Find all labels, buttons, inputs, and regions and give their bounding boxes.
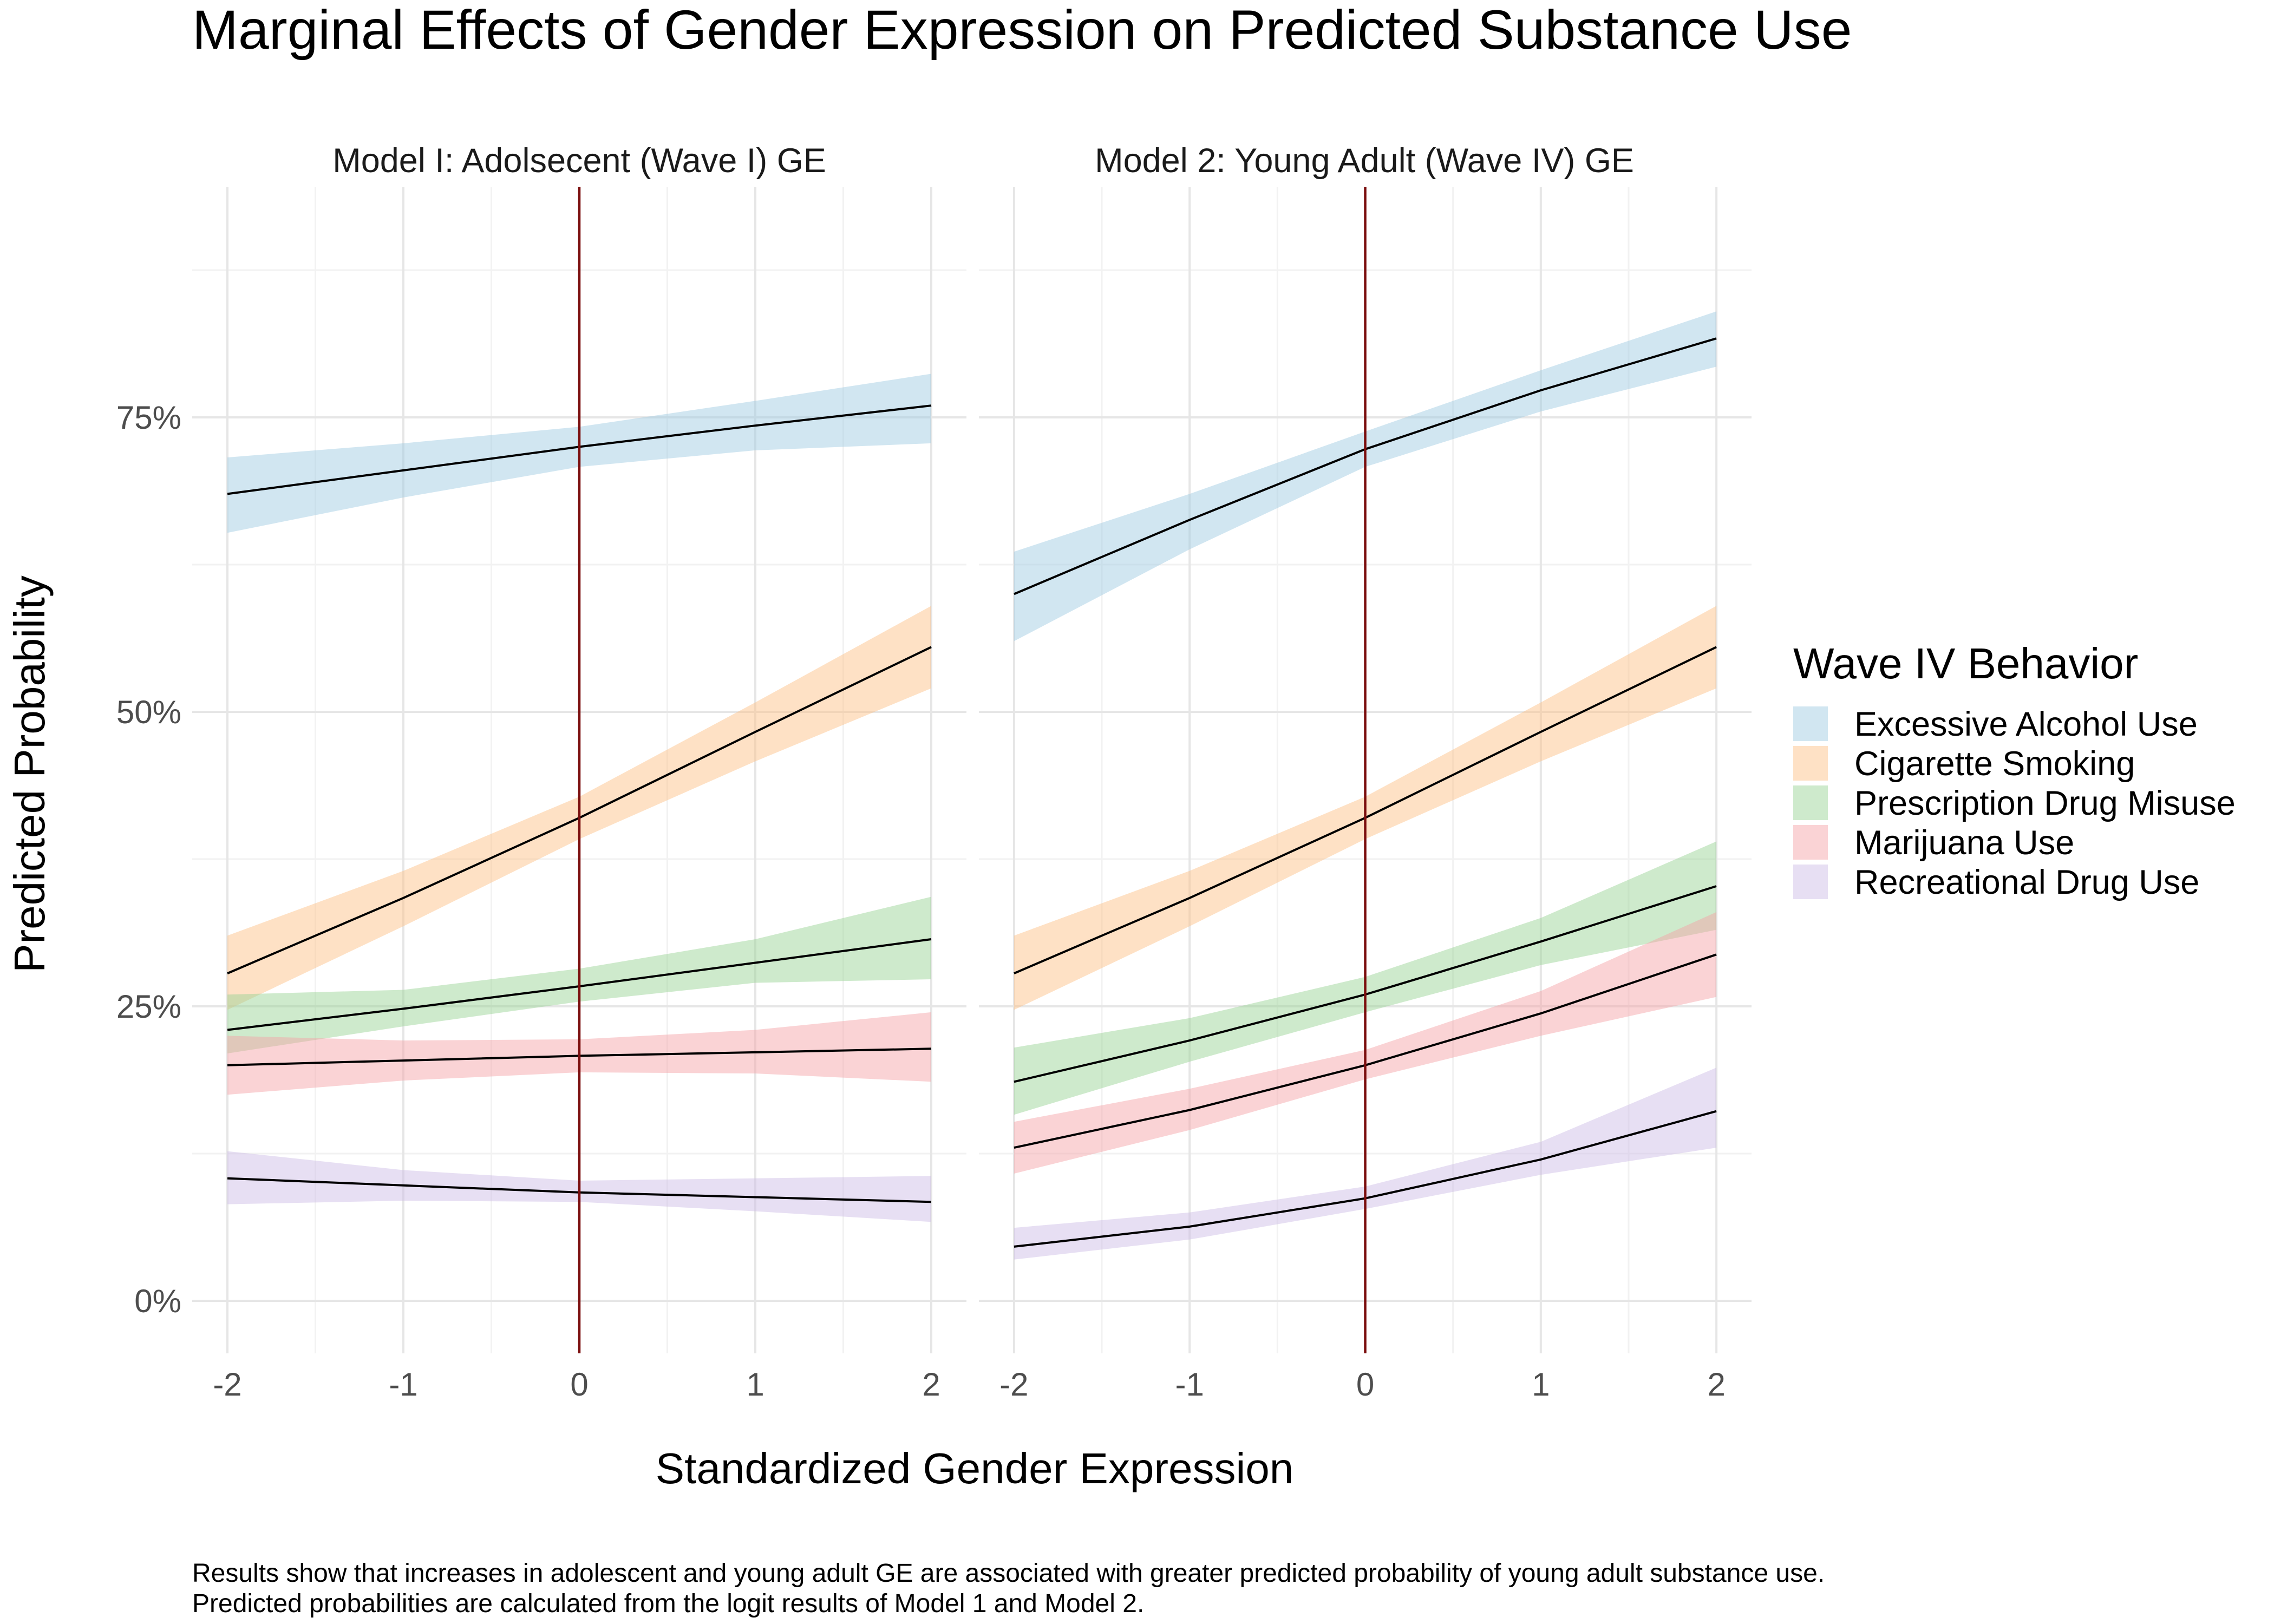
y-axis-title: Predicted Probability — [5, 575, 54, 973]
caption-line-1: Results show that increases in adolescen… — [192, 1559, 1825, 1588]
panel-strip-model-1: Model I: Adolsecent (Wave I) GE — [332, 142, 826, 180]
legend-label: Marijuana Use — [1854, 824, 2074, 862]
caption-line-2: Predicted probabilities are calculated f… — [192, 1589, 1144, 1618]
x-tick-label: -2 — [213, 1366, 241, 1403]
x-tick-label: 1 — [746, 1366, 764, 1403]
band-recreational-drug-use — [1014, 1068, 1717, 1260]
x-tick-label: -1 — [1175, 1366, 1204, 1403]
panel-model-2: Model 2: Young Adult (Wave IV) GE -2 -1 0 1… — [979, 142, 1752, 1403]
legend-title: Wave IV Behavior — [1793, 639, 2138, 687]
legend-swatch — [1793, 865, 1828, 899]
chart-title: Marginal Effects of Gender Expression on… — [192, 0, 1852, 61]
x-tick-label: -2 — [999, 1366, 1028, 1403]
panel-model-1-x-tick-labels: -2 -1 0 1 2 — [213, 1366, 940, 1403]
x-tick-label: 2 — [922, 1366, 940, 1403]
x-tick-label: 0 — [1356, 1366, 1374, 1403]
x-tick-label: 2 — [1707, 1366, 1725, 1403]
x-tick-label: -1 — [389, 1366, 417, 1403]
y-tick-label: 75% — [116, 400, 181, 436]
band-marijuana-use — [1014, 912, 1717, 1174]
legend-swatch — [1793, 785, 1828, 820]
y-tick-label: 0% — [134, 1283, 181, 1319]
legend-label: Recreational Drug Use — [1854, 863, 2199, 901]
panel-model-1: Model I: Adolsecent (Wave I) GE -2 -1 0 1 2 — [192, 142, 966, 1403]
x-tick-label: 1 — [1532, 1366, 1550, 1403]
legend-swatch — [1793, 825, 1828, 860]
x-tick-label: 0 — [570, 1366, 588, 1403]
y-tick-label: 50% — [116, 694, 181, 730]
legend-label: Cigarette Smoking — [1854, 745, 2135, 783]
legend-swatch — [1793, 746, 1828, 781]
legend: Wave IV Behavior Excessive Alcohol UseCi… — [1793, 639, 2236, 901]
y-axis-tick-labels: 0% 25% 50% 75% — [116, 400, 181, 1319]
panel-model-2-x-tick-labels: -2 -1 0 1 2 — [999, 1366, 1726, 1403]
legend-swatch — [1793, 706, 1828, 741]
panel-strip-model-2: Model 2: Young Adult (Wave IV) GE — [1095, 142, 1634, 180]
band-excessive-alcohol-use — [1014, 311, 1717, 641]
legend-label: Excessive Alcohol Use — [1854, 705, 2198, 743]
x-axis-title: Standardized Gender Expression — [656, 1444, 1293, 1492]
legend-label: Prescription Drug Misuse — [1854, 784, 2236, 822]
y-tick-label: 25% — [116, 988, 181, 1025]
